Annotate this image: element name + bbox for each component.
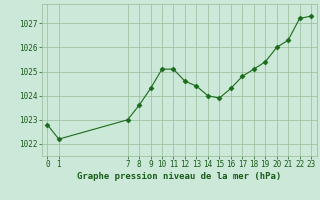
X-axis label: Graphe pression niveau de la mer (hPa): Graphe pression niveau de la mer (hPa) bbox=[77, 172, 281, 181]
